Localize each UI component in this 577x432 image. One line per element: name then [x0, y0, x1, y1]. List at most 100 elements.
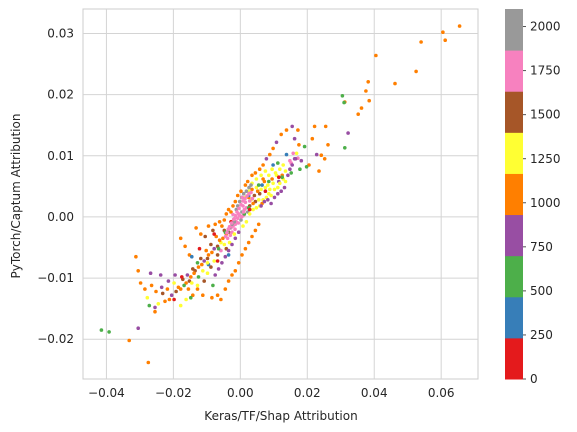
plot-frame	[82, 8, 479, 380]
scatter-point	[317, 169, 321, 173]
scatter-point	[263, 169, 268, 173]
scatter-point	[241, 199, 245, 203]
scatter-point	[167, 297, 172, 302]
scatter-point	[182, 283, 186, 288]
scatter-point	[239, 189, 243, 193]
scatter-point	[212, 259, 216, 263]
scatter-point	[266, 198, 270, 202]
y-axis-label: PyTorch/Captum Attribution	[9, 114, 23, 279]
scatter-point	[256, 198, 261, 202]
scatter-point	[229, 210, 233, 214]
scatter-point	[213, 222, 217, 227]
scatter-point	[154, 289, 158, 294]
scatter-point	[298, 167, 302, 171]
scatter-point	[127, 338, 131, 343]
scatter-point	[393, 81, 397, 86]
scatter-point	[267, 179, 271, 184]
scatter-point	[143, 287, 147, 291]
scatter-point	[226, 248, 231, 253]
scatter-point	[251, 201, 255, 206]
scatter-point	[163, 299, 167, 304]
y-tick-label: 0.00	[47, 210, 74, 224]
scatter-point	[185, 273, 190, 277]
colorbar-segment	[505, 173, 523, 216]
scatter-point	[205, 271, 210, 276]
scatter-point	[244, 220, 249, 224]
scatter-points	[99, 24, 462, 365]
scatter-point	[222, 218, 227, 222]
scatter-point	[191, 293, 195, 298]
scatter-point	[250, 173, 254, 178]
scatter-point	[314, 152, 319, 157]
scatter-point	[206, 224, 211, 228]
scatter-point	[364, 89, 368, 93]
scatter-point	[247, 199, 252, 203]
scatter-point	[196, 265, 201, 269]
scatter-point	[262, 199, 267, 204]
scatter-point	[245, 194, 249, 198]
scatter-point	[249, 183, 253, 187]
scatter-point	[239, 218, 243, 222]
colorbar-segment	[505, 337, 523, 380]
scatter-point	[239, 202, 243, 207]
scatter-point	[186, 287, 191, 291]
scatter-point	[195, 261, 200, 265]
scatter-point	[277, 175, 281, 179]
scatter-point	[226, 227, 231, 231]
y-axis-ticks: −0.02 −0.01 0.00 0.01 0.02 0.03	[37, 26, 74, 346]
scatter-point	[272, 195, 277, 200]
scatter-point	[232, 232, 237, 236]
scatter-point	[290, 163, 295, 167]
scatter-point	[294, 151, 299, 156]
scatter-point	[271, 181, 275, 186]
scatter-point	[212, 232, 216, 236]
colorbar-tick-label: 2000	[530, 20, 561, 34]
scatter-point	[212, 246, 216, 251]
scatter-point	[209, 265, 213, 269]
scatter-point	[276, 185, 280, 190]
scatter-point	[322, 157, 327, 161]
scatter-point	[215, 259, 220, 263]
scatter-point	[169, 293, 174, 298]
scatter-point	[159, 285, 164, 290]
scatter-point	[290, 124, 295, 129]
scatter-point	[178, 303, 183, 308]
scatter-point	[229, 221, 234, 225]
scatter-point	[254, 206, 259, 210]
scatter-point	[271, 163, 275, 167]
scatter-point	[269, 201, 273, 206]
scatter-point	[419, 40, 423, 44]
scatter-point	[149, 283, 154, 288]
scatter-point	[304, 165, 309, 169]
colorbar-segment	[505, 214, 523, 257]
scatter-point	[312, 124, 317, 129]
scatter-point	[281, 163, 286, 167]
scatter-point	[323, 124, 328, 129]
colorbar-segment	[505, 132, 523, 174]
scatter-point	[226, 253, 231, 257]
scatter-point	[343, 146, 347, 150]
scatter-point	[215, 253, 220, 257]
colorbar-segment	[505, 296, 523, 339]
scatter-point	[291, 151, 296, 156]
scatter-point	[184, 281, 188, 285]
colorbar-segment	[505, 9, 523, 51]
scatter-point	[252, 193, 257, 198]
scatter-point	[148, 271, 153, 276]
scatter-point	[246, 240, 251, 245]
scatter-point	[299, 158, 304, 163]
scatter-point	[257, 167, 262, 171]
scatter-point	[366, 80, 371, 84]
scatter-point	[210, 250, 214, 255]
scatter-point	[235, 216, 240, 220]
scatter-point	[279, 132, 284, 137]
scatter-point	[244, 189, 249, 193]
scatter-point	[241, 224, 245, 228]
y-tick-label: 0.01	[47, 149, 74, 163]
colorbar-segment	[505, 50, 523, 92]
scatter-point	[216, 267, 221, 271]
scatter-point	[257, 191, 262, 196]
scatter-point	[205, 261, 210, 265]
scatter-point	[241, 191, 246, 196]
scatter-point	[283, 179, 288, 184]
